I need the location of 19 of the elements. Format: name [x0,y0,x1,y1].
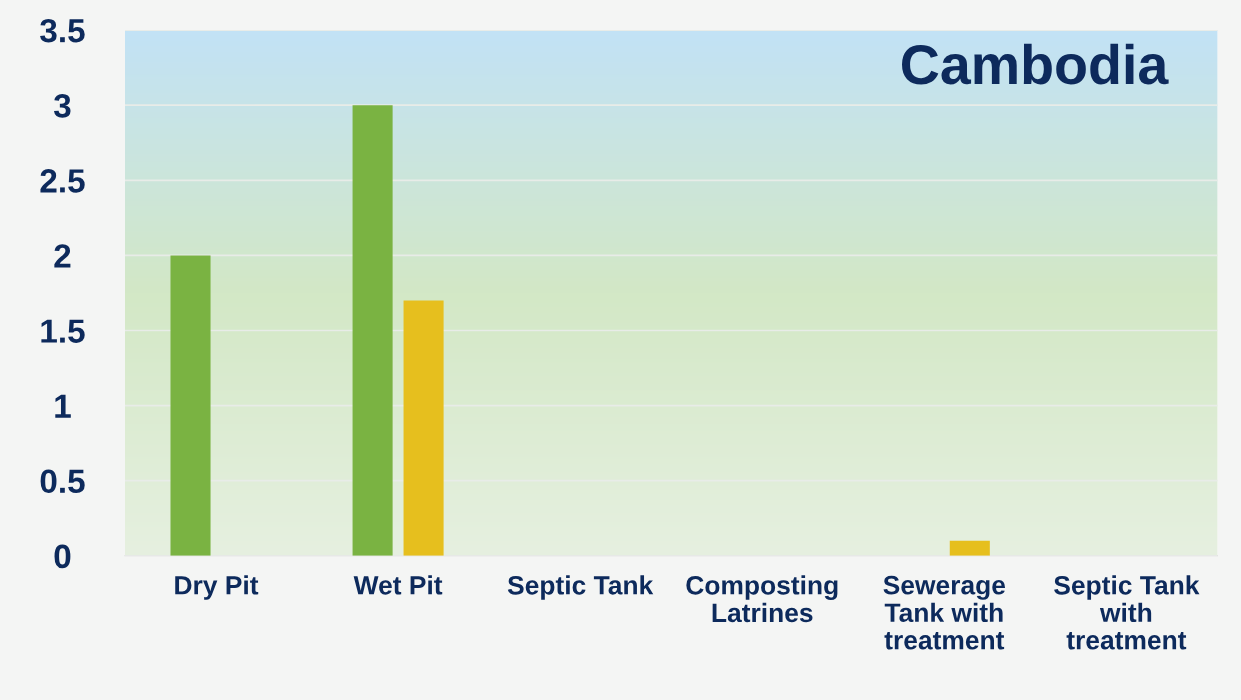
x-tick-label: Dry Pit [175,575,259,600]
x-tick-label: Sewerage Tank with treatment [883,575,1006,650]
x-tick-label: Septic Tank [507,575,654,600]
y-tick-label: 3.5 [40,18,85,43]
x-tick-label: Septic Tank with treatment [1054,575,1200,650]
y-tick-label: 1.5 [41,319,85,343]
x-tick-label: Composting Latrines [686,575,838,623]
chart-title: Cambodia [902,43,1169,85]
y-tick-label: 2.5 [40,169,85,193]
y-tick-label: 2 [54,244,71,268]
y-tick-label: 0.5 [40,469,85,494]
y-tick-label: 0 [54,544,71,569]
bar [949,540,990,556]
bar [170,255,211,556]
x-tick-label: Wet Pit [353,575,443,595]
bar [403,300,444,556]
y-tick-label: 1 [55,394,71,418]
y-tick-label: 3 [53,94,71,118]
bar [352,105,393,556]
